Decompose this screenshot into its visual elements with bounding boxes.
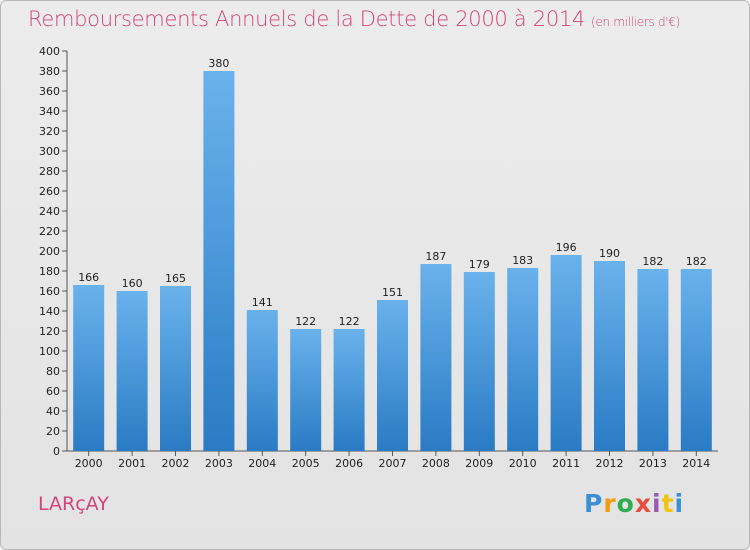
chart-labels: 166 2000 160 2001 165 2002 380 2003 141 2004 122 20…: [75, 57, 711, 470]
value-label: 182: [686, 255, 707, 268]
x-tick-label: 2007: [379, 457, 407, 470]
y-tick-label: 120: [39, 325, 60, 338]
value-label: 196: [556, 241, 577, 254]
y-tick-label: 260: [39, 185, 60, 198]
y-tick-label: 400: [39, 45, 60, 58]
value-label: 166: [78, 271, 99, 284]
x-tick-label: 2001: [118, 457, 146, 470]
x-tick-label: 2010: [509, 457, 537, 470]
y-tick-label: 280: [39, 165, 60, 178]
value-label: 122: [295, 315, 316, 328]
x-tick-label: 2009: [465, 457, 493, 470]
y-tick-label: 0: [53, 445, 60, 458]
bar-2004: [246, 310, 278, 451]
bar-2009: [463, 272, 495, 451]
x-tick-label: 2003: [205, 457, 233, 470]
value-label: 122: [339, 315, 360, 328]
logo-letter: i: [652, 489, 662, 518]
logo-letter: P: [584, 489, 604, 518]
chart-axes: 0 20 40 60 80 100 120 140 160 180 200 220 240 260 280 3…: [39, 45, 718, 458]
y-tick-label: 320: [39, 125, 60, 138]
y-tick-label: 240: [39, 205, 60, 218]
value-label: 187: [425, 250, 446, 263]
x-tick-label: 2013: [639, 457, 667, 470]
value-label: 182: [642, 255, 663, 268]
bar-2007: [377, 300, 408, 451]
bar-2014: [680, 269, 712, 451]
y-tick-label: 80: [46, 365, 60, 378]
bar-2000: [73, 285, 105, 451]
logo-letter: i: [674, 489, 685, 518]
logo-letter: t: [661, 489, 675, 518]
y-tick-label: 140: [39, 305, 60, 318]
commune-name: LARçAY: [38, 493, 109, 515]
y-tick-label: 40: [46, 405, 60, 418]
y-tick-label: 180: [39, 265, 60, 278]
y-tick-label: 200: [39, 245, 60, 258]
bar-2006: [333, 329, 365, 451]
bar-2011: [550, 255, 582, 451]
y-tick-label: 220: [39, 225, 60, 238]
x-tick-label: 2004: [248, 457, 276, 470]
y-tick-label: 20: [46, 425, 60, 438]
chart-subtitle: (en milliers d'€): [591, 15, 681, 29]
x-tick-label: 2008: [422, 457, 450, 470]
bar-2002: [160, 286, 191, 451]
value-label: 160: [122, 277, 143, 290]
y-tick-label: 340: [39, 105, 60, 118]
bar-2005: [290, 329, 322, 451]
x-tick-label: 2012: [596, 457, 624, 470]
value-label: 183: [512, 254, 533, 267]
bar-2003: [203, 71, 235, 451]
y-tick-label: 160: [39, 285, 60, 298]
bar-2001: [116, 291, 148, 451]
value-label: 165: [165, 272, 186, 285]
bar-2008: [420, 264, 452, 451]
value-label: 179: [469, 258, 490, 271]
x-tick-label: 2005: [292, 457, 320, 470]
y-tick-label: 300: [39, 145, 60, 158]
y-tick-label: 360: [39, 85, 60, 98]
x-tick-label: 2000: [75, 457, 103, 470]
x-tick-label: 2006: [335, 457, 363, 470]
bar-2012: [594, 261, 625, 451]
y-tick-label: 380: [39, 65, 60, 78]
logo-letter: r: [603, 489, 617, 518]
value-label: 190: [599, 247, 620, 260]
chart-title: Remboursements Annuels de la Dette de 20…: [28, 7, 680, 31]
chart-bars: [73, 71, 712, 451]
bar-2010: [507, 268, 539, 451]
logo-letter: x: [634, 489, 652, 518]
logo-letter: o: [616, 489, 635, 518]
proxiti-logo: Proxiti: [584, 489, 684, 518]
value-label: 151: [382, 286, 403, 299]
value-label: 141: [252, 296, 273, 309]
bar-2013: [637, 269, 669, 451]
x-tick-label: 2011: [552, 457, 580, 470]
x-tick-label: 2002: [162, 457, 190, 470]
chart-title-text: Remboursements Annuels de la Dette de 20…: [28, 7, 585, 31]
value-label: 380: [208, 57, 229, 70]
x-tick-label: 2014: [682, 457, 710, 470]
y-tick-label: 100: [39, 345, 60, 358]
y-tick-label: 60: [46, 385, 60, 398]
